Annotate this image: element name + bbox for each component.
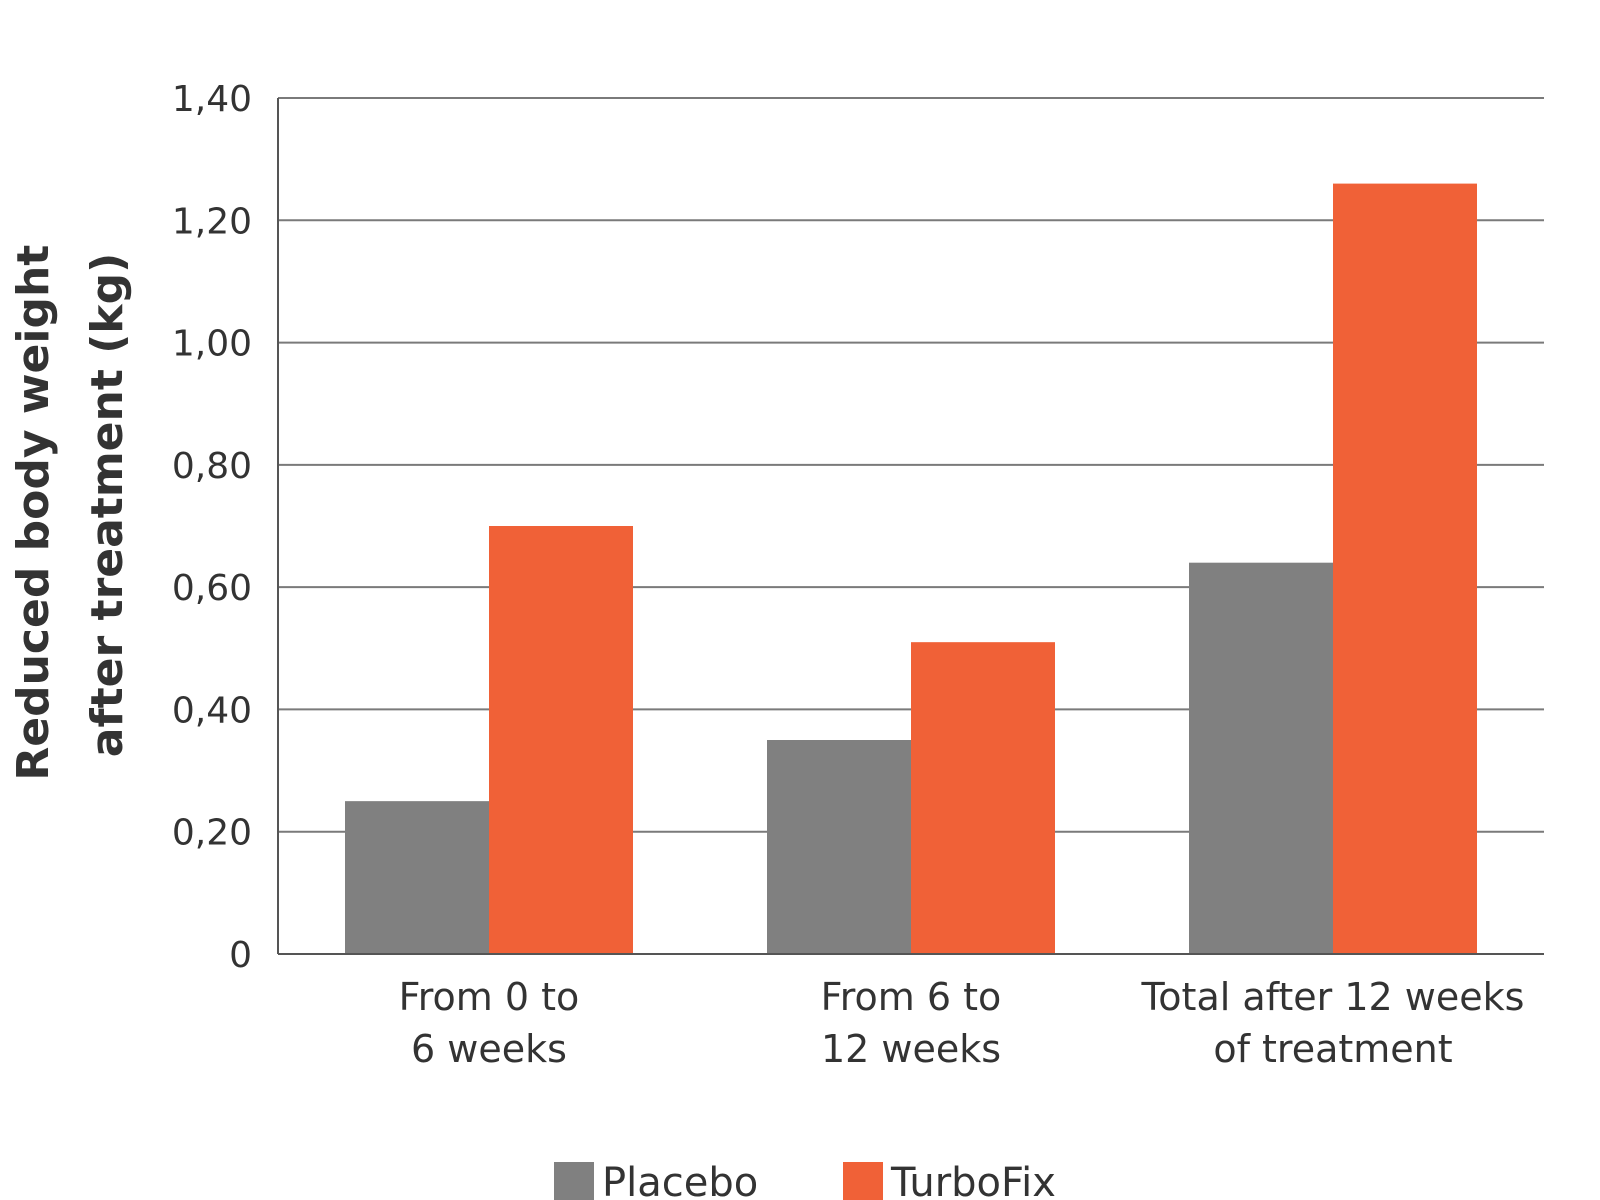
y-tick-label: 1,00	[172, 324, 252, 365]
category-labels: From 0 to 6 weeks From 6 to 12 weeks Total a…	[399, 975, 1525, 1071]
y-tick-label: 0,60	[172, 568, 252, 609]
bar-turbofix	[489, 526, 633, 954]
legend-label-turbofix: TurboFix	[890, 1160, 1056, 1200]
x-category-label: From 6 to 12 weeks	[821, 975, 1002, 1071]
y-tick-label: 0	[229, 935, 252, 976]
bar-placebo	[1189, 562, 1333, 954]
legend-swatch-placebo	[554, 1162, 594, 1200]
y-tick-label: 0,80	[172, 446, 252, 487]
bars	[345, 183, 1477, 955]
y-tick-label: 0,20	[172, 813, 252, 854]
bar-placebo	[345, 801, 489, 954]
y-axis-title-line-2: after treatment (kg)	[82, 253, 133, 757]
legend: Placebo TurboFix	[554, 1160, 1056, 1200]
x-axis	[277, 98, 1544, 955]
x-category-label: From 0 to 6 weeks	[399, 975, 580, 1071]
y-axis-ticks: 0 0,20 0,40 0,60 0,80 1,00 1,20 1,40	[172, 79, 252, 976]
legend-swatch-turbofix	[843, 1162, 883, 1200]
legend-label-placebo: Placebo	[602, 1160, 758, 1200]
y-axis-title: Reduced body weight after treatment (kg)	[8, 229, 133, 780]
y-tick-label: 0,40	[172, 690, 252, 731]
y-tick-label: 1,40	[172, 79, 252, 120]
bar-placebo	[767, 740, 911, 954]
bar-turbofix	[911, 642, 1055, 954]
x-category-label: Total after 12 weeks of treatment	[1141, 975, 1525, 1071]
y-axis-title-line-1: Reduced body weight	[8, 245, 59, 781]
bar-turbofix	[1333, 183, 1477, 955]
y-tick-label: 1,20	[172, 201, 252, 242]
